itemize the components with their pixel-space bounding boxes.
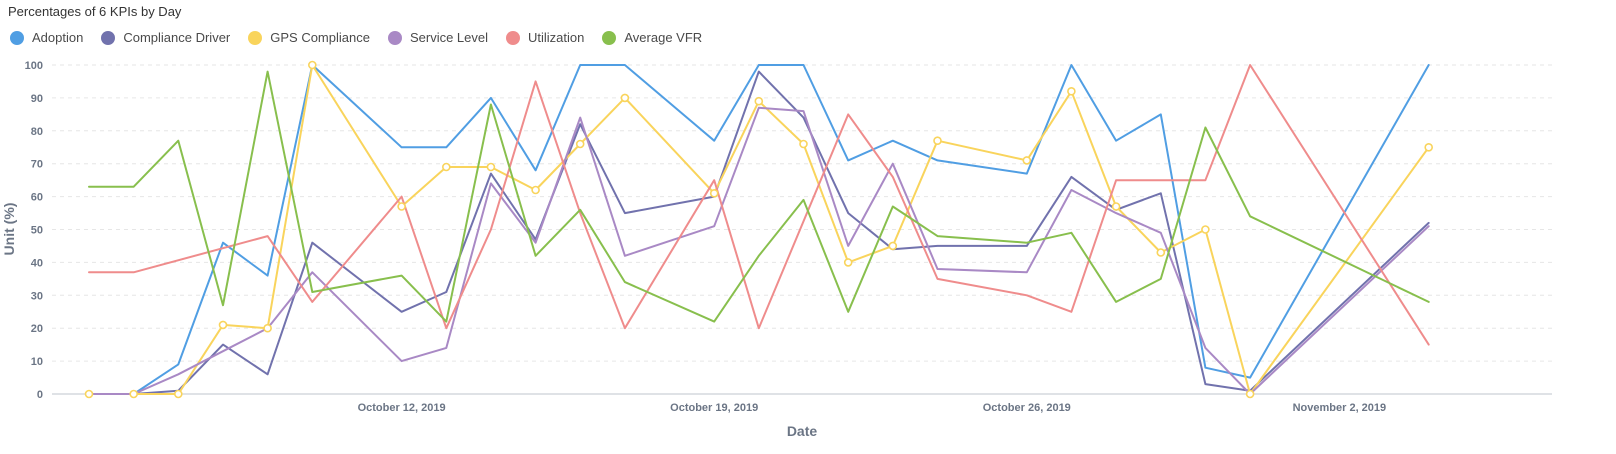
legend-swatch	[506, 30, 521, 45]
y-tick-label: 20	[31, 323, 43, 335]
x-tick-label: October 19, 2019	[670, 402, 758, 414]
data-point-gps-compliance[interactable]	[129, 389, 138, 399]
legend-item-gps-compliance[interactable]: GPS Compliance	[248, 30, 370, 45]
data-point-gps-compliance[interactable]	[620, 93, 630, 103]
y-axis-title: Unit (%)	[1, 203, 17, 256]
series-line-adoption[interactable]	[88, 64, 1430, 395]
legend-item-compliance-driver[interactable]: Compliance Driver	[101, 30, 230, 45]
legend-label: Service Level	[409, 30, 489, 45]
data-point-gps-compliance[interactable]	[441, 162, 451, 172]
y-tick-label: 70	[31, 159, 43, 171]
y-tick-label: 50	[31, 225, 43, 237]
legend-label: Adoption	[32, 30, 84, 45]
x-tick-label: November 2, 2019	[1293, 402, 1387, 414]
data-point-gps-compliance[interactable]	[575, 139, 585, 149]
data-point-gps-compliance[interactable]	[1245, 389, 1255, 399]
y-tick-label: 80	[31, 126, 43, 138]
legend-item-utilization[interactable]: Utilization	[506, 30, 584, 45]
series-line-service-level[interactable]	[88, 106, 1430, 395]
legend-label: Utilization	[528, 30, 585, 45]
data-point-gps-compliance[interactable]	[1111, 202, 1121, 211]
legend-item-average-vfr[interactable]: Average VFR	[602, 30, 702, 45]
data-point-gps-compliance[interactable]	[1201, 225, 1210, 234]
legend-item-service-level[interactable]: Service Level	[387, 30, 489, 45]
legend-swatch	[602, 30, 617, 45]
legend-swatch	[101, 30, 116, 45]
y-tick-label: 100	[25, 60, 43, 72]
data-point-gps-compliance[interactable]	[754, 96, 764, 106]
legend-label: GPS Compliance	[270, 30, 370, 45]
axes: 0 10 20 30 40 50 60 70 80 90 100 October 12, 2019 Oc…	[25, 60, 1552, 414]
legend-label: Compliance Driver	[123, 30, 231, 45]
data-point-gps-compliance[interactable]	[843, 258, 853, 267]
legend-swatch	[248, 30, 263, 45]
data-point-gps-compliance[interactable]	[1424, 143, 1433, 152]
data-point-gps-compliance[interactable]	[218, 320, 228, 330]
legend-label: Average VFR	[624, 30, 703, 45]
data-point-gps-compliance[interactable]	[531, 185, 540, 195]
y-tick-label: 60	[31, 192, 43, 204]
data-point-gps-compliance[interactable]	[486, 162, 496, 172]
data-point-gps-compliance[interactable]	[1067, 87, 1076, 96]
y-tick-label: 90	[31, 93, 43, 105]
data-point-gps-compliance[interactable]	[1022, 156, 1032, 165]
series-line-utilization[interactable]	[88, 64, 1430, 346]
data-point-gps-compliance[interactable]	[174, 389, 183, 399]
legend-item-adoption[interactable]: Adoption	[10, 30, 83, 45]
data-point-gps-compliance[interactable]	[888, 241, 898, 251]
legend-swatch	[10, 30, 24, 45]
data-point-gps-compliance[interactable]	[933, 136, 942, 145]
legend: Adoption Compliance Driver GPS Compliance S…	[10, 30, 720, 45]
data-point-gps-compliance[interactable]	[84, 389, 94, 399]
x-tick-label: October 26, 2019	[983, 402, 1071, 414]
series-markers	[84, 60, 1433, 399]
data-point-gps-compliance[interactable]	[307, 60, 317, 70]
y-tick-label: 30	[31, 290, 43, 302]
y-tick-label: 40	[31, 257, 43, 269]
x-axis-title: Date	[787, 423, 818, 439]
data-point-gps-compliance[interactable]	[397, 202, 406, 211]
y-tick-label: 0	[37, 389, 43, 401]
legend-swatch	[387, 30, 402, 45]
data-point-gps-compliance[interactable]	[1156, 248, 1166, 257]
chart-title: Percentages of 6 KPIs by Day	[8, 4, 182, 19]
series-line-average-vfr[interactable]	[88, 70, 1430, 323]
data-point-gps-compliance[interactable]	[709, 189, 719, 198]
y-tick-label: 10	[31, 356, 43, 368]
data-point-gps-compliance[interactable]	[799, 139, 808, 149]
data-point-gps-compliance[interactable]	[263, 323, 272, 333]
x-tick-label: October 12, 2019	[358, 402, 446, 414]
